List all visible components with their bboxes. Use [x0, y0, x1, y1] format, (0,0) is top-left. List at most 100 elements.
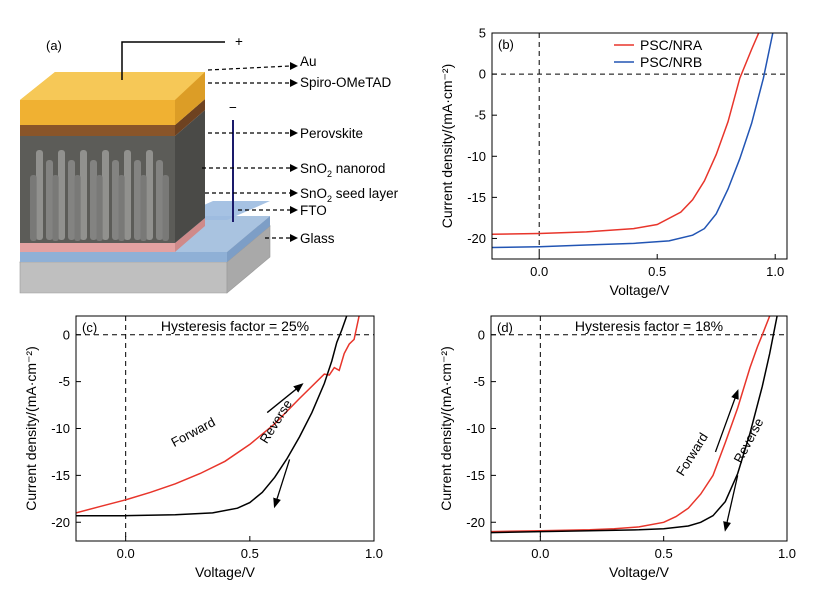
series-line-reverse	[491, 316, 778, 534]
x-tick-label: 1.0	[778, 546, 796, 561]
x-tick-label: 0.5	[655, 546, 673, 561]
spiro-front	[20, 125, 175, 136]
x-tick-label: 0.5	[241, 546, 259, 561]
x-tick-label: 0.0	[531, 546, 549, 561]
plot-frame	[491, 32, 788, 260]
x-axis-label: Voltage/V	[195, 564, 256, 580]
label-glass: Glass	[300, 231, 335, 246]
nanorod-0-3	[102, 150, 109, 240]
label-perovskite: Perovskite	[300, 126, 363, 141]
y-tick-label: -5	[473, 374, 485, 389]
nanorod-0-0	[36, 150, 43, 240]
seed-sub: 2	[327, 194, 332, 204]
nanorod-2-2	[74, 175, 81, 241]
direction-arrow	[723, 475, 739, 532]
y-tick-label: -10	[466, 421, 485, 436]
perovskite-side	[175, 110, 205, 243]
hysteresis-title: Hysteresis factor = 18%	[575, 318, 723, 334]
fto-layer-side	[227, 216, 270, 262]
legend-label: PSC/NRB	[640, 54, 702, 70]
label-spiro: Spiro-OMeTAD	[300, 75, 392, 90]
x-tick-label: 1.0	[365, 546, 383, 561]
nanorod-1-3	[112, 160, 119, 240]
y-tick-label: 0	[63, 327, 70, 342]
y-tick-label: -5	[58, 374, 70, 389]
annotation-forward: Forward	[673, 430, 711, 478]
seed-post: seed layer	[332, 186, 399, 201]
x-tick-label: 0.0	[530, 264, 548, 279]
leader-glass-arrow	[290, 234, 298, 242]
nanorod-2-3	[96, 175, 103, 241]
leader-fto-arrow	[290, 206, 298, 214]
nanorod-0-1	[58, 150, 65, 240]
spiro-side	[175, 99, 205, 136]
device-schematic: (a) + −	[19, 34, 399, 294]
y-axis-label: Current density/(mA·cm⁻²)	[438, 346, 454, 511]
leader-nanorod-arrow	[290, 164, 298, 172]
glass-layer-side	[226, 225, 271, 294]
au-top	[20, 72, 205, 100]
nanorod-1-2	[90, 160, 97, 240]
leader-perovskite-arrow	[290, 129, 298, 137]
nanorod-1-4	[134, 160, 141, 240]
label-fto: FTO	[300, 203, 327, 218]
leader-au	[207, 65, 291, 71]
x-axis-label: Voltage/V	[610, 282, 671, 298]
minus-sign: −	[229, 100, 237, 115]
label-sno2-nanorod: SnO2 nanorod	[300, 161, 385, 179]
annotation-reverse: Reverse	[731, 416, 767, 466]
x-tick-label: 0.0	[117, 546, 135, 561]
glass-layer-front	[19, 261, 228, 294]
y-tick-label: 5	[479, 26, 486, 41]
direction-arrow	[266, 383, 304, 414]
nanorods	[30, 150, 169, 241]
x-axis-label: Voltage/V	[609, 564, 670, 580]
chart-b: 0.0 0.5 1.0 5 0 -5 -10 -15 -20 Voltage/V Current d…	[439, 26, 788, 298]
direction-arrow	[714, 389, 739, 453]
y-tick-label: -15	[466, 468, 485, 483]
nanorod-0-5	[146, 150, 153, 240]
series-line-forward	[491, 316, 771, 533]
y-tick-label: -10	[467, 149, 486, 164]
nanorod-pre: SnO	[300, 161, 327, 176]
x-tick-label: 0.5	[648, 264, 666, 279]
nanorod-1-1	[68, 160, 75, 240]
legend-label: PSC/NRA	[640, 37, 703, 53]
chart-c: 0.0 0.5 1.0 0 -5 -10 -15 -20 Voltage/V Current de…	[23, 315, 383, 580]
hysteresis-title: Hysteresis factor = 25%	[161, 318, 309, 334]
au-side	[175, 72, 205, 125]
chart-d: 0.0 0.5 1.0 0 -5 -10 -15 -20 Voltage/V Current de…	[438, 315, 796, 580]
au-front	[20, 100, 175, 125]
nanorod-2-1	[52, 175, 59, 241]
seed-layer-front	[20, 243, 175, 252]
y-tick-label: -20	[466, 515, 485, 530]
leader-au-arrow	[290, 62, 298, 70]
panel-label-d: (d)	[497, 320, 513, 335]
y-tick-label: 0	[478, 327, 485, 342]
y-tick-label: -20	[51, 515, 70, 530]
leader-spiro-arrow	[290, 79, 298, 87]
y-tick-label: -5	[474, 108, 486, 123]
nanorod-sub: 2	[327, 169, 332, 179]
nanorod-1-5	[156, 160, 163, 240]
y-tick-label: -10	[51, 421, 70, 436]
series-line-psc-nrb	[492, 33, 774, 249]
seed-pre: SnO	[300, 186, 327, 201]
series-line-psc-nra	[492, 33, 760, 236]
panel-label-b: (b)	[498, 37, 514, 52]
fto-layer-front	[20, 252, 227, 262]
seed-layer-side	[175, 218, 205, 252]
y-tick-label: -15	[51, 468, 70, 483]
annotation-forward: Forward	[169, 414, 218, 450]
plot-frame	[490, 315, 788, 542]
panel-label-a: (a)	[46, 38, 62, 53]
nanorod-0-2	[80, 150, 87, 240]
leader-seed-arrow	[290, 189, 298, 197]
top-wire	[121, 41, 225, 80]
nanorod-1-0	[46, 160, 53, 240]
annotation-reverse: Reverse	[257, 397, 295, 446]
panel-label-c: (c)	[82, 320, 97, 335]
y-tick-label: 0	[479, 67, 486, 82]
plus-sign: +	[235, 34, 243, 49]
